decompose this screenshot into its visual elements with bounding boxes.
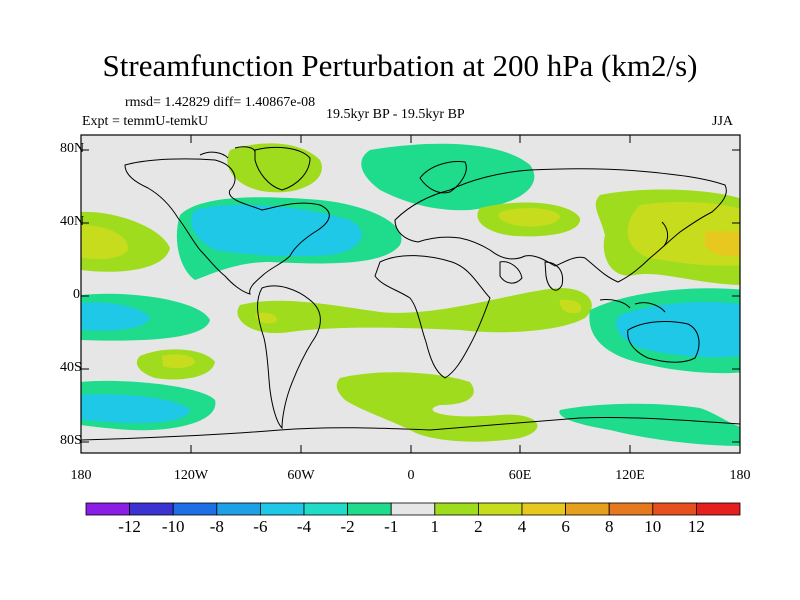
continent-africa: [374, 255, 491, 379]
contour-green-tropical: [237, 288, 592, 334]
contour-teal-scandinavia: [361, 143, 535, 211]
contour-yellowgreen-southpac: [162, 354, 195, 369]
continent-north-america: [124, 158, 330, 295]
colorbar-swatch: [259, 502, 305, 516]
contour-cyan-tropical-west: [81, 302, 150, 331]
colorbar-label: -12: [118, 517, 141, 536]
continent-scandinavia: [419, 161, 467, 194]
colorbar-label: -6: [253, 517, 268, 536]
colorbar: [85, 502, 741, 516]
ytick-label: 40N: [60, 214, 85, 229]
contour-yellowgreen-tropical-a: [255, 312, 277, 324]
contour-cyan-south-west: [81, 394, 190, 424]
xtick-label: 60W: [287, 468, 315, 483]
colorbar-label: 4: [517, 517, 527, 536]
contour-cyan-namerica: [191, 204, 362, 257]
colorbar-swatch: [303, 502, 348, 516]
colorbar-label: 2: [474, 517, 483, 536]
season-label: JJA: [712, 114, 734, 129]
colorbar-swatch: [477, 502, 523, 516]
xtick-label: 180: [70, 468, 92, 483]
colorbar-swatch: [565, 502, 610, 516]
rmsd-stat: rmsd= 1.42829 diff= 1.40867e-08: [125, 95, 315, 111]
xtick-label: 60E: [508, 468, 532, 483]
rmsd-value: rmsd= 1.42829: [125, 95, 210, 110]
contour-fills: [81, 143, 740, 446]
continent-south-america: [257, 285, 321, 430]
colorbar-swatch: [85, 502, 130, 516]
ytick-label: 80S: [60, 433, 82, 448]
colorbar-swatch: [521, 502, 566, 516]
colorbar-label: 6: [561, 517, 570, 536]
xtick-label: 0: [407, 468, 415, 483]
map-title: Streamfunction Perturbation at 200 hPa (…: [102, 48, 698, 83]
continent-antarctica: [81, 416, 740, 441]
contour-yellowgreen-westpac-north: [81, 225, 129, 260]
coastlines: [81, 146, 740, 441]
xtick-label: 180: [729, 468, 751, 483]
contour-green-south-atlantic: [336, 372, 538, 442]
diff-value: diff= 1.40867e-08: [213, 95, 316, 110]
x-ticks: [80, 135, 741, 453]
continent-eurasia: [394, 168, 727, 283]
colorbar-label: -10: [161, 517, 185, 536]
colorbar-label: 10: [644, 517, 662, 536]
xtick-label: 120W: [173, 468, 209, 483]
colorbar-swatch: [434, 502, 479, 516]
islands-arctic-a: [199, 151, 229, 159]
xtick-label: 120E: [615, 468, 645, 483]
continent-india: [544, 261, 564, 291]
colorbar-label: -1: [384, 517, 399, 536]
colorbar-label: 1: [430, 517, 440, 536]
colorbar-label: 8: [604, 517, 614, 536]
experiment-label: Expt = temmU-temkU: [82, 114, 209, 129]
continent-australia: [627, 321, 700, 363]
continent-greenland: [254, 146, 311, 191]
islands-indonesia-a: [599, 299, 631, 309]
islands-indonesia-b: [634, 302, 666, 313]
colorbar-swatch: [696, 502, 741, 516]
colorbar-label: -4: [296, 517, 312, 536]
colorbar-swatch: [347, 502, 392, 516]
colorbar-label: -2: [340, 517, 355, 536]
contour-cyan-australia: [616, 302, 740, 358]
colorbar-swatch: [172, 502, 218, 516]
colorbar-label: 12: [687, 517, 705, 536]
contour-yellowgreen-tropical-b: [559, 299, 582, 314]
ytick-label: 80N: [60, 141, 85, 156]
contour-yellowgreen-centralasia: [498, 208, 560, 227]
continent-arabia: [499, 261, 523, 284]
contour-teal-south-east: [559, 403, 740, 446]
period-label: 19.5kyr BP - 19.5kyr BP: [326, 107, 465, 122]
colorbar-swatch: [129, 502, 174, 516]
contour-yellow-asia: [705, 231, 740, 256]
colorbar-swatch: [652, 502, 697, 516]
islands-japan: [661, 221, 669, 247]
islands-arctic-b: [234, 146, 256, 153]
colorbar-label: -8: [209, 517, 224, 536]
colorbar-swatch: [216, 502, 261, 516]
colorbar-swatch: [608, 502, 654, 516]
ytick-label: 0: [73, 287, 80, 302]
ytick-label: 40S: [60, 360, 82, 375]
y-ticks: [81, 149, 740, 443]
contour-green-greenland: [227, 143, 322, 193]
colorbar-swatch: [390, 502, 436, 516]
